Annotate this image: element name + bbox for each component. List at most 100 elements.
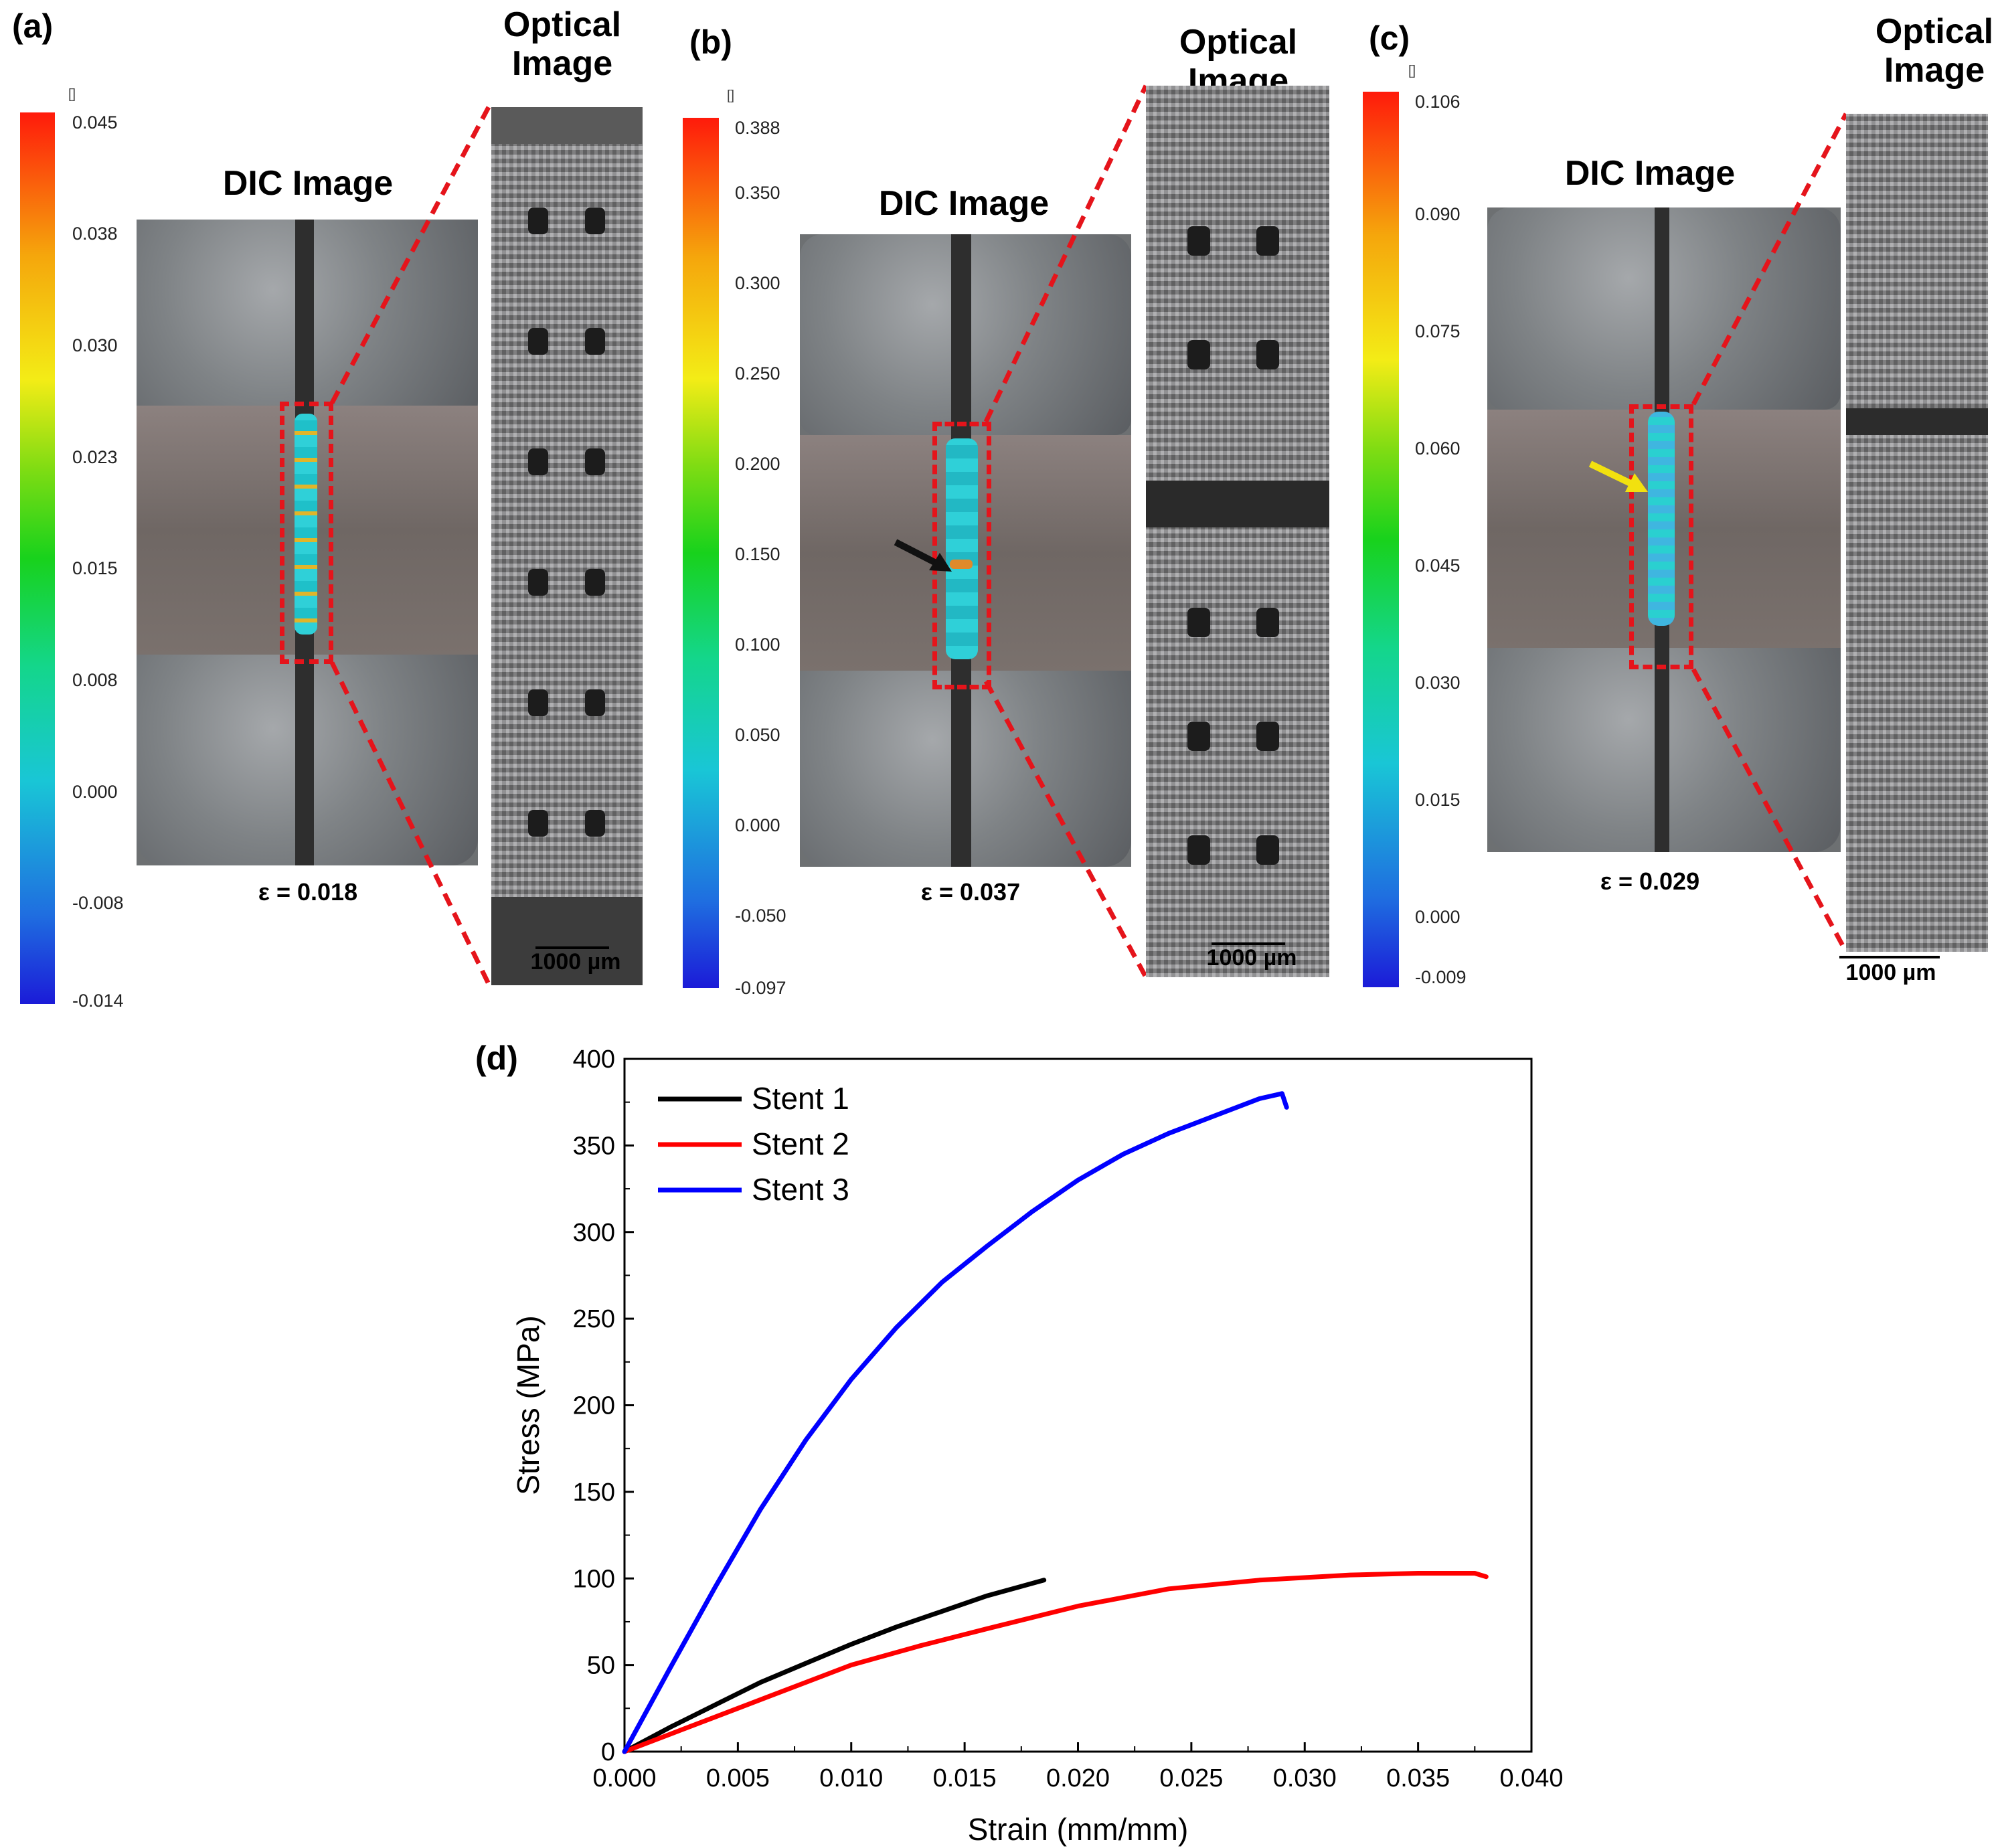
y-tick-label: 250 bbox=[573, 1305, 615, 1333]
legend-label: Stent 3 bbox=[752, 1172, 849, 1207]
dic-strain-overlay bbox=[1648, 412, 1675, 626]
pore bbox=[585, 569, 605, 596]
colorbar-tick: 0.015 bbox=[1415, 790, 1461, 810]
colorbar-tick: 0.000 bbox=[72, 782, 118, 802]
dic-strain-overlay bbox=[295, 414, 317, 635]
panel-a-colorbar-group: [] 0.045 0.038 0.030 0.023 0.015 0.008 0… bbox=[20, 87, 134, 1011]
region-of-interest-box bbox=[932, 422, 991, 689]
colorbar-tick: 0.100 bbox=[735, 635, 780, 655]
x-tick-label: 0.040 bbox=[1499, 1764, 1563, 1792]
colorbar-tick: 0.250 bbox=[735, 363, 780, 384]
dic-image bbox=[800, 234, 1131, 867]
optical-title-line1: Optical bbox=[1875, 12, 1994, 51]
pore bbox=[528, 689, 548, 716]
zoom-lines bbox=[329, 106, 491, 985]
y-tick-label: 300 bbox=[573, 1219, 615, 1247]
region-of-interest-box bbox=[280, 402, 333, 664]
colorbar-tick: 0.075 bbox=[1415, 321, 1461, 341]
colorbar-tick: -0.009 bbox=[1415, 967, 1467, 987]
panel-b-colorbar-group: [] 0.388 0.350 0.300 0.250 0.200 0.150 0… bbox=[683, 88, 803, 999]
colorbar-tick: 0.150 bbox=[735, 544, 780, 564]
colorbar bbox=[1363, 92, 1399, 987]
scale-bar bbox=[1839, 956, 1940, 958]
colorbar-tick: -0.097 bbox=[735, 978, 786, 998]
y-tick-label: 0 bbox=[601, 1738, 615, 1766]
optical-title-line1: Optical bbox=[503, 5, 622, 44]
fracture-gap bbox=[1146, 481, 1329, 527]
panel-a-label: (a) bbox=[12, 7, 54, 45]
optical-title-line2: Image bbox=[511, 44, 613, 84]
colorbar-tick: 0.030 bbox=[1415, 673, 1461, 693]
pore bbox=[1187, 835, 1210, 865]
strain-label: ε = 0.018 bbox=[258, 878, 358, 906]
panel-b-label: (b) bbox=[689, 23, 732, 61]
optical-image-title: Optical Image bbox=[462, 5, 663, 83]
optical-image bbox=[1846, 114, 1988, 952]
scale-bar bbox=[1212, 942, 1285, 945]
pore bbox=[1256, 835, 1279, 865]
optical-title-line2: Image bbox=[1884, 51, 1985, 90]
colorbar bbox=[683, 118, 719, 988]
pore bbox=[585, 810, 605, 837]
x-axis-title: Strain (mm/mm) bbox=[968, 1812, 1189, 1847]
panel-c-label: (c) bbox=[1369, 19, 1410, 57]
panel-d-label: (d) bbox=[475, 1039, 518, 1077]
y-tick-label: 150 bbox=[573, 1479, 615, 1507]
colorbar-unit: [] bbox=[1408, 64, 1416, 78]
colorbar-tick: 0.030 bbox=[72, 335, 118, 355]
zoom-lines bbox=[983, 84, 1149, 979]
pore bbox=[585, 448, 605, 475]
y-tick-label: 400 bbox=[573, 1045, 615, 1074]
pore bbox=[528, 810, 548, 837]
dic-strain-overlay bbox=[946, 438, 978, 659]
dic-image bbox=[137, 220, 478, 865]
colorbar-tick: 0.388 bbox=[735, 118, 780, 138]
colorbar-tick: 0.050 bbox=[735, 725, 780, 745]
strain-label: ε = 0.037 bbox=[920, 878, 1021, 906]
pore bbox=[528, 207, 548, 234]
region-of-interest-box bbox=[1629, 404, 1693, 669]
scale-bar-label: 1000 µm bbox=[530, 949, 621, 975]
colorbar-tick: 0.200 bbox=[735, 454, 780, 474]
strain-hotspot bbox=[950, 560, 973, 569]
dic-image-title: DIC Image bbox=[1564, 154, 1736, 193]
y-axis-title: Stress (MPa) bbox=[511, 1315, 546, 1495]
colorbar-tick: -0.014 bbox=[72, 991, 124, 1011]
dic-image bbox=[1487, 207, 1841, 852]
colorbar-tick: 0.045 bbox=[1415, 556, 1461, 576]
colorbar-tick: 0.090 bbox=[1415, 204, 1461, 224]
plot-frame bbox=[623, 1058, 1533, 1753]
series-line-stent-1 bbox=[622, 1578, 1047, 1754]
x-tick-label: 0.035 bbox=[1386, 1764, 1450, 1792]
scale-bar-label: 1000 µm bbox=[1206, 945, 1297, 971]
y-tick-label: 50 bbox=[587, 1652, 615, 1680]
optical-image-title: Optical Image bbox=[1834, 12, 2002, 90]
black-arrow-icon bbox=[894, 539, 952, 572]
scale-bar-label: 1000 µm bbox=[1845, 960, 1936, 985]
colorbar-tick: 0.015 bbox=[72, 558, 118, 578]
pore bbox=[1187, 608, 1210, 637]
pore bbox=[1187, 226, 1210, 256]
colorbar-tick: 0.300 bbox=[735, 273, 780, 293]
colorbar-ticks: 0.045 0.038 0.030 0.023 0.015 0.008 0.00… bbox=[59, 112, 133, 1011]
colorbar-tick: 0.038 bbox=[72, 224, 118, 244]
legend-label: Stent 2 bbox=[752, 1126, 849, 1161]
optical-title-line1: Optical bbox=[1179, 23, 1298, 62]
specimen-end bbox=[491, 897, 643, 985]
colorbar-tick: -0.050 bbox=[735, 906, 786, 926]
x-tick-label: 0.010 bbox=[819, 1764, 883, 1792]
colorbar-ticks: 0.388 0.350 0.300 0.250 0.200 0.150 0.10… bbox=[722, 118, 802, 998]
pore bbox=[1256, 226, 1279, 256]
y-tick-label: 350 bbox=[573, 1132, 615, 1160]
pore bbox=[1256, 340, 1279, 369]
colorbar-tick: 0.023 bbox=[72, 447, 118, 467]
pore bbox=[528, 448, 548, 475]
colorbar-tick: -0.008 bbox=[72, 893, 124, 913]
pore bbox=[585, 328, 605, 355]
pore bbox=[528, 328, 548, 355]
series-line-stent-2 bbox=[622, 1571, 1489, 1754]
colorbar-unit: [] bbox=[727, 88, 735, 103]
pore bbox=[528, 569, 548, 596]
panel-c-colorbar-group: [] 0.106 0.090 0.075 0.060 0.045 0.030 0… bbox=[1363, 64, 1483, 1001]
colorbar-tick: 0.045 bbox=[72, 112, 118, 133]
